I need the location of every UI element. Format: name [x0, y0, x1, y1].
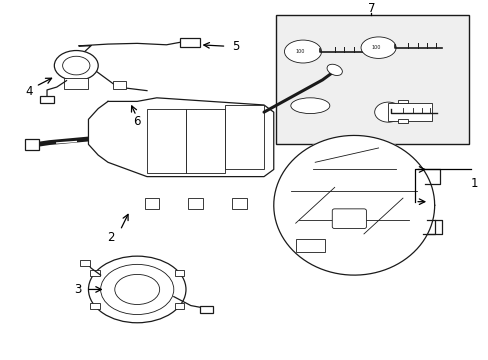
Bar: [180, 38, 199, 47]
Bar: [224, 105, 264, 170]
Text: 2: 2: [106, 231, 114, 244]
Text: 7: 7: [367, 3, 374, 15]
Bar: [174, 270, 184, 276]
Text: 100: 100: [371, 45, 380, 50]
Text: 5: 5: [232, 40, 240, 53]
Ellipse shape: [115, 274, 159, 305]
Ellipse shape: [88, 256, 185, 323]
Bar: [25, 139, 39, 150]
Ellipse shape: [290, 98, 329, 113]
Bar: [113, 81, 125, 89]
Bar: [90, 270, 100, 276]
Bar: [174, 303, 184, 309]
Ellipse shape: [284, 40, 321, 63]
Ellipse shape: [374, 102, 401, 122]
Bar: [147, 109, 185, 173]
Bar: [232, 198, 246, 209]
Text: 4: 4: [25, 85, 33, 98]
FancyBboxPatch shape: [295, 239, 325, 252]
Bar: [387, 103, 431, 121]
Bar: [397, 119, 407, 123]
Bar: [80, 260, 90, 266]
Bar: [64, 78, 88, 89]
Text: 1: 1: [470, 177, 477, 190]
Bar: [199, 306, 213, 313]
Ellipse shape: [62, 56, 90, 75]
Ellipse shape: [54, 50, 98, 81]
Polygon shape: [273, 135, 434, 275]
Text: 100: 100: [295, 49, 305, 54]
Bar: [276, 15, 468, 144]
Text: 3: 3: [74, 283, 81, 296]
Bar: [144, 198, 159, 209]
Polygon shape: [88, 98, 273, 177]
Bar: [90, 303, 100, 309]
Bar: [185, 109, 224, 173]
FancyBboxPatch shape: [331, 209, 366, 229]
Ellipse shape: [326, 64, 342, 76]
Ellipse shape: [101, 264, 173, 315]
Bar: [397, 100, 407, 103]
Bar: [40, 96, 54, 103]
Text: 6: 6: [133, 114, 141, 127]
Bar: [188, 198, 203, 209]
Ellipse shape: [360, 37, 395, 58]
